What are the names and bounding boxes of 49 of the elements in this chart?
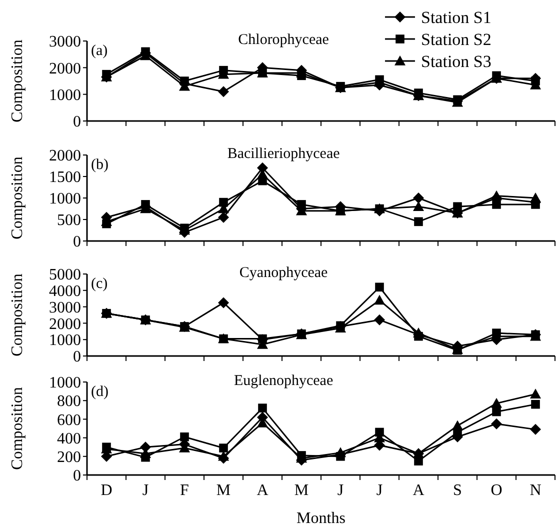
x-axis-title: Months xyxy=(296,510,346,527)
y-tick-label: 2000 xyxy=(49,316,81,333)
annotation: (c) xyxy=(91,276,108,292)
y-tick-label: 1000 xyxy=(49,374,81,392)
y-tick-label: 400 xyxy=(57,430,81,448)
chart-title: Bacillieriophyceae xyxy=(227,146,340,162)
y-tick-label: 500 xyxy=(57,212,81,230)
y-tick-label: 1500 xyxy=(49,169,81,186)
annotation: (b) xyxy=(91,157,108,173)
chart-title: Cyanophyceae xyxy=(239,265,328,281)
x-tick-label: F xyxy=(180,482,190,499)
y-axis-title: Composition xyxy=(9,40,26,122)
legend-label: Station S1 xyxy=(421,8,492,27)
y-tick-label: 5000 xyxy=(49,266,81,284)
y-tick-label: 2000 xyxy=(49,60,81,78)
legend-label: Station S3 xyxy=(421,52,492,71)
y-axis-title: Composition xyxy=(9,274,26,356)
x-tick-label: J xyxy=(376,482,383,499)
x-tick-label: J xyxy=(337,482,344,499)
y-axis-title: Composition xyxy=(9,387,26,470)
y-tick-label: 3000 xyxy=(49,299,81,316)
legend-label: Station S2 xyxy=(421,30,492,49)
y-tick-label: 0 xyxy=(73,348,81,366)
x-tick-label: M xyxy=(216,482,231,499)
x-tick-label: S xyxy=(453,482,462,499)
y-tick-label: 2000 xyxy=(49,148,81,165)
y-tick-label: 200 xyxy=(57,449,81,466)
x-tick-label: J xyxy=(142,482,149,499)
x-tick-label: N xyxy=(530,482,542,499)
y-axis-title: Composition xyxy=(9,156,26,240)
x-tick-label: D xyxy=(100,482,112,499)
y-tick-label: 1000 xyxy=(49,332,81,350)
x-tick-label: A xyxy=(412,482,425,499)
y-tick-label: 0 xyxy=(73,468,81,485)
y-tick-label: 0 xyxy=(73,234,81,251)
x-tick-label: O xyxy=(490,482,502,499)
annotation: (d) xyxy=(91,384,108,400)
chart-title: Euglenophyceae xyxy=(234,373,334,389)
y-tick-label: 1000 xyxy=(49,190,81,208)
y-tick-label: 0 xyxy=(73,114,81,131)
y-tick-label: 1000 xyxy=(49,86,81,104)
x-tick-label: M xyxy=(294,482,309,499)
y-tick-label: 4000 xyxy=(49,283,81,300)
y-tick-label: 3000 xyxy=(49,34,81,51)
x-tick-label: A xyxy=(256,482,269,499)
annotation: (a) xyxy=(91,43,108,59)
chart-title: Chlorophyceae xyxy=(238,32,330,48)
y-tick-label: 800 xyxy=(57,393,81,410)
y-tick-label: 600 xyxy=(57,412,81,429)
